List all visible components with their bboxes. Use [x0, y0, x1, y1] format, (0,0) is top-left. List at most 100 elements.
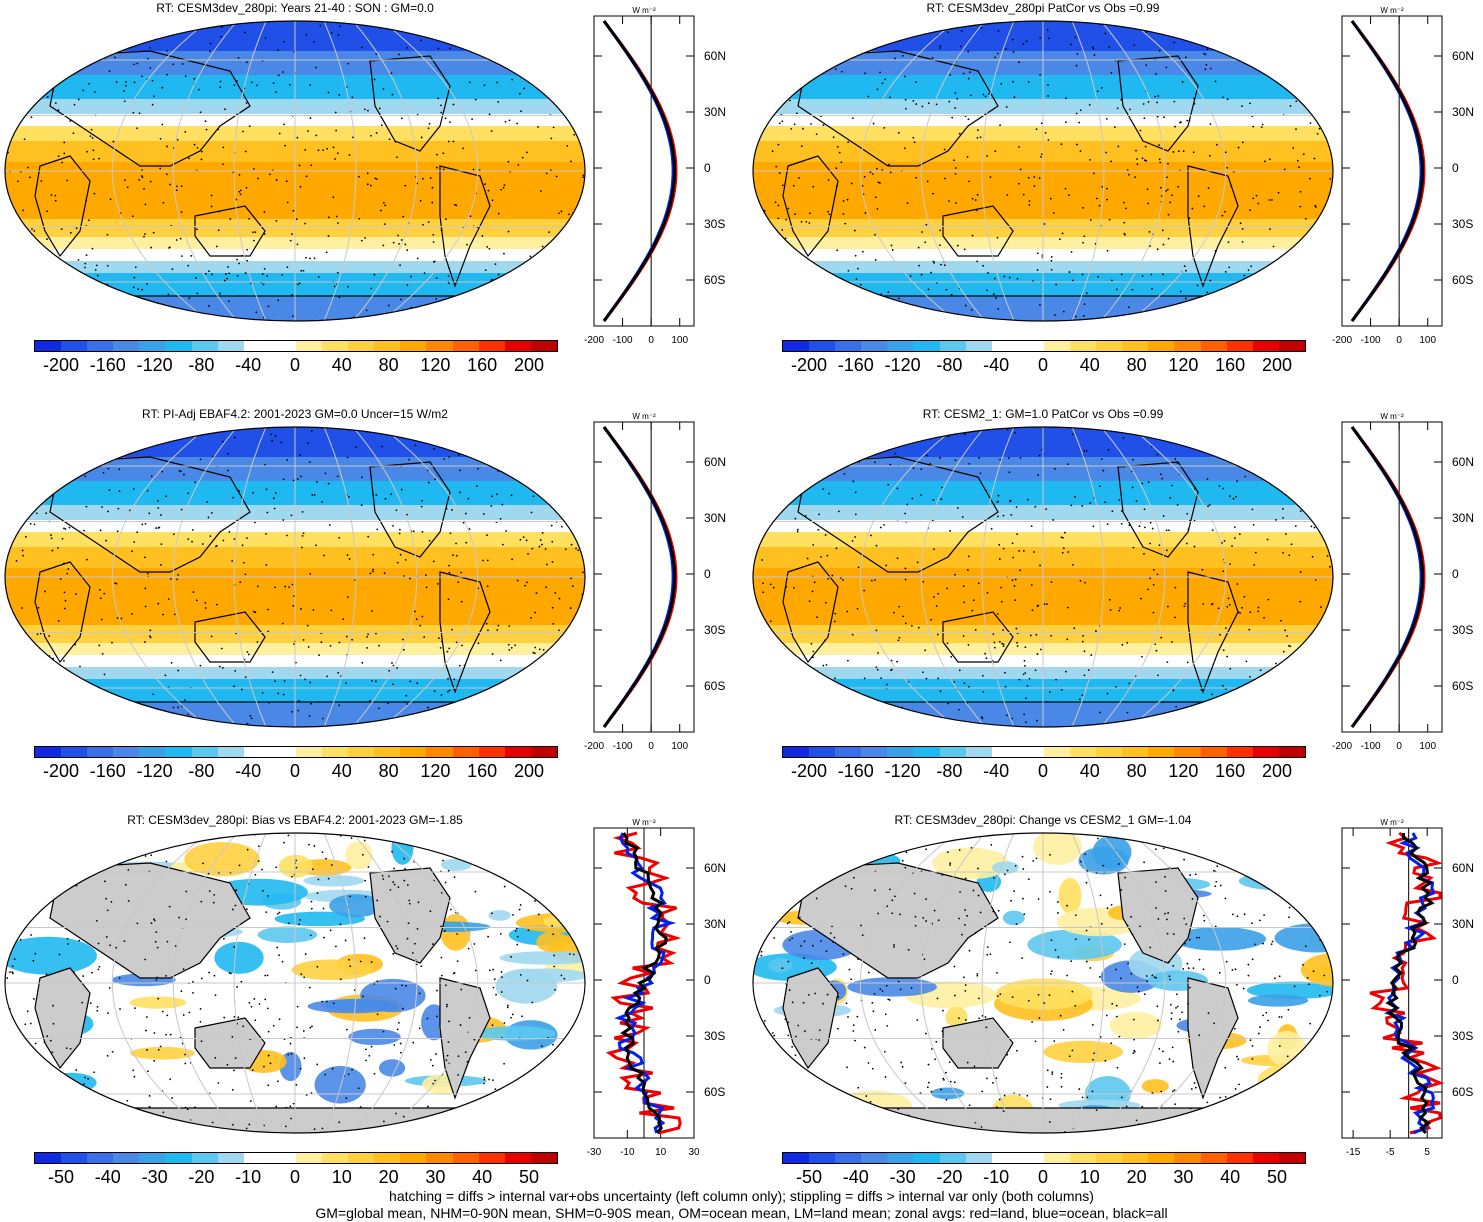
colorbar-label: 80	[1126, 355, 1147, 375]
colorbar	[34, 1152, 558, 1164]
zonal-tick-label: 10	[655, 1147, 667, 1158]
colorbar-swatch	[478, 341, 505, 351]
zonal-average-plot: -30 -10 10 30 60N 30N 0 30S 60S W m⁻²	[587, 818, 726, 1158]
colorbar-labels: -50 -40 -30 -20 -10 0 10 20 30 40 50	[782, 1167, 1304, 1189]
colorbar-swatch	[400, 341, 427, 351]
zonal-tick-label: -100	[613, 335, 633, 346]
zonal-tick-label: 30	[688, 1147, 700, 1158]
lat-label: 30N	[704, 105, 726, 119]
colorbar-swatch	[1122, 1153, 1149, 1163]
colorbar-swatch	[913, 341, 940, 351]
colorbar-label: 200	[513, 355, 545, 375]
colorbar-label: 80	[378, 355, 399, 375]
colorbar-swatch	[887, 341, 914, 351]
colorbar-swatch	[374, 341, 401, 351]
colorbar-swatch	[322, 341, 349, 351]
colorbar-swatch	[452, 341, 479, 351]
panel-4: RT: CESM2_1: GM=1.0 PatCor vs Obs =0.99 -…	[748, 406, 1483, 806]
colorbar-swatch	[1200, 1153, 1227, 1163]
colorbar-swatch	[861, 747, 888, 757]
colorbar-label: 120	[420, 355, 451, 375]
colorbar-labels: -200 -160 -120 -80 -40 0 40 80 120 160 200	[782, 355, 1304, 377]
colorbar-label: 20	[378, 1167, 399, 1187]
lat-label: 0	[1452, 973, 1459, 987]
colorbar-swatch	[1252, 1153, 1279, 1163]
colorbar-swatch	[809, 747, 836, 757]
colorbar-label: 0	[289, 355, 301, 375]
colorbar-label: -160	[89, 355, 126, 375]
zonal-tick-label: -200	[584, 335, 604, 346]
colorbar-swatch	[1226, 747, 1253, 757]
colorbar-swatch	[87, 747, 114, 757]
colorbar-swatch	[530, 341, 557, 351]
colorbar-swatch	[991, 747, 1018, 757]
colorbar-swatch	[269, 747, 296, 757]
lat-label: 60N	[1452, 49, 1474, 63]
colorbar-label: -50	[795, 1167, 823, 1187]
colorbar-labels: -200 -160 -120 -80 -40 0 40 80 120 160 200	[34, 355, 556, 377]
lat-label: 30S	[704, 623, 725, 637]
colorbar-swatch	[243, 1153, 270, 1163]
colorbar-label: 30	[425, 1167, 446, 1187]
colorbar-swatch	[1017, 1153, 1044, 1163]
zonal-average-plot: -200 -100 0 100 60N 30N 0 30S 60S W m⁻²	[584, 412, 726, 752]
colorbar-label: -20	[936, 1167, 963, 1187]
colorbar-swatch	[113, 341, 140, 351]
zonal-tick-label: -30	[587, 1147, 602, 1158]
colorbar-swatch	[191, 341, 218, 351]
zonal-tick-label: -200	[1332, 335, 1352, 346]
colorbar-label: 160	[1215, 355, 1246, 375]
colorbar-swatch	[1226, 1153, 1253, 1163]
panel-3: RT: PI-Adj EBAF4.2: 2001-2023 GM=0.0 Unc…	[0, 406, 735, 806]
colorbar-swatch	[1278, 747, 1305, 757]
lat-label: 30N	[1452, 105, 1474, 119]
zonal-tick-label: -200	[584, 741, 604, 752]
colorbar-label: 0	[289, 761, 301, 781]
colorbar-swatch	[835, 341, 862, 351]
colorbar-swatch	[113, 747, 140, 757]
zonal-tick-label: -5	[1386, 1147, 1395, 1158]
lat-label: 30N	[704, 917, 726, 931]
colorbar-swatch	[530, 747, 557, 757]
colorbar-swatch	[965, 747, 992, 757]
zonal-tick-label: -10	[620, 1147, 635, 1158]
zonal-tick-label: -15	[1346, 1147, 1361, 1158]
lat-label: 0	[704, 567, 711, 581]
colorbar-label: 50	[518, 1167, 540, 1187]
colorbar-swatch	[1278, 1153, 1305, 1163]
colorbar-swatch	[1174, 747, 1201, 757]
colorbar-swatch	[530, 1153, 557, 1163]
colorbar	[34, 340, 558, 352]
colorbar-label: -80	[188, 761, 215, 781]
zonal-tick-label: 100	[1419, 741, 1436, 752]
panel-1: RT: CESM3dev_280pi: Years 21-40 : SON : …	[0, 0, 735, 400]
lat-label: 60S	[1452, 679, 1473, 693]
lat-label: 0	[1452, 567, 1459, 581]
colorbar-swatch	[1017, 341, 1044, 351]
colorbar-label: 200	[513, 761, 545, 781]
colorbar-label: 160	[1215, 761, 1246, 781]
colorbar-swatch	[939, 1153, 966, 1163]
colorbar-swatch	[165, 747, 192, 757]
colorbar-label: 120	[420, 761, 451, 781]
world-map	[752, 832, 1334, 1134]
colorbar-swatch	[426, 1153, 453, 1163]
colorbar-label: 10	[1079, 1167, 1100, 1187]
lat-label: 60N	[704, 49, 726, 63]
colorbar-label: -80	[936, 761, 963, 781]
colorbar-swatch	[1070, 341, 1097, 351]
colorbar-label: 80	[1126, 761, 1147, 781]
colorbar-swatch	[139, 341, 166, 351]
world-map	[4, 832, 586, 1134]
colorbar-swatch	[1070, 1153, 1097, 1163]
colorbar-labels: -200 -160 -120 -80 -40 0 40 80 120 160 200	[34, 761, 556, 783]
units-label: W m⁻²	[632, 412, 656, 421]
colorbar-swatch	[1252, 341, 1279, 351]
colorbar-label: 50	[1266, 1167, 1288, 1187]
colorbar-swatch	[322, 747, 349, 757]
colorbar-label: -120	[136, 355, 173, 375]
lat-label: 30S	[704, 217, 725, 231]
panel-title: RT: CESM2_1: GM=1.0 PatCor vs Obs =0.99	[922, 407, 1164, 421]
colorbar-label: -200	[42, 355, 80, 375]
colorbar-swatch	[913, 1153, 940, 1163]
